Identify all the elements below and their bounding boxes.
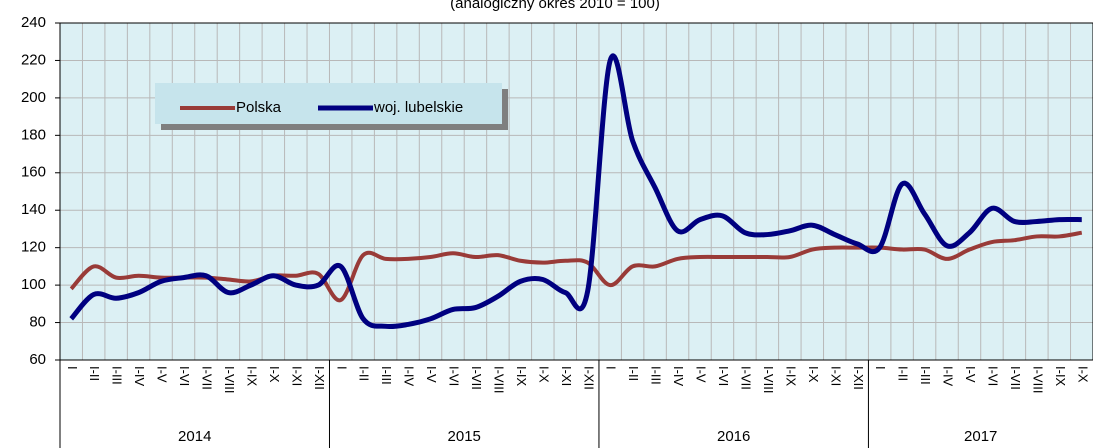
year-label: 2017 bbox=[964, 428, 997, 445]
x-tick-label: I-VII bbox=[200, 366, 215, 390]
x-tick-label: I-IX bbox=[244, 366, 259, 387]
y-tick-label: 80 bbox=[29, 314, 46, 331]
x-tick-label: I-XI bbox=[828, 366, 843, 386]
x-tick-label: I-IV bbox=[402, 366, 417, 387]
plot-border bbox=[59, 22, 1093, 361]
x-tick-label: I-VI bbox=[716, 366, 731, 386]
x-tick-label: I-VIII bbox=[761, 366, 776, 393]
x-tick-label: I-VIII bbox=[1030, 366, 1045, 393]
x-tick-label: I-X bbox=[806, 366, 821, 383]
x-tick-label: I-VIII bbox=[222, 366, 237, 393]
x-tick-label: I-XI bbox=[559, 366, 574, 386]
x-tick-label: I-XII bbox=[312, 366, 327, 390]
y-tick-label: 60 bbox=[29, 351, 46, 368]
x-tick-label: I-III bbox=[649, 366, 664, 385]
x-tick-label: I-IX bbox=[783, 366, 798, 387]
y-tick-label: 140 bbox=[21, 201, 46, 218]
x-tick-label: I-VI bbox=[447, 366, 462, 386]
y-tick-label: 100 bbox=[21, 276, 46, 293]
x-tick-label: I bbox=[334, 366, 349, 370]
x-tick-label: I-XII bbox=[851, 366, 866, 390]
x-tick-label: I bbox=[65, 366, 80, 370]
series-line bbox=[69, 230, 1083, 303]
x-tick-label: I-IX bbox=[514, 366, 529, 387]
chart-subtitle: (analogiczny okres 2010 = 100) bbox=[450, 0, 660, 12]
y-tick-label: 160 bbox=[21, 164, 46, 181]
year-label: 2016 bbox=[717, 428, 750, 445]
year-label: 2014 bbox=[178, 428, 211, 445]
x-tick-label: I-II bbox=[896, 366, 911, 381]
x-tick-label: I-X bbox=[536, 366, 551, 383]
x-tick-label: I-II bbox=[626, 366, 641, 381]
x-tick-label: I-IV bbox=[671, 366, 686, 387]
x-tick-label: I-X bbox=[267, 366, 282, 383]
y-tick-label: 120 bbox=[21, 239, 46, 256]
legend bbox=[155, 83, 502, 124]
x-tick-label: I-VII bbox=[738, 366, 753, 390]
x-tick-label: I bbox=[604, 366, 619, 370]
x-tick-label: I-V bbox=[424, 366, 439, 383]
x-tick-label: I-V bbox=[963, 366, 978, 383]
x-tick-label: I-III bbox=[379, 366, 394, 385]
x-tick-label: I-VIII bbox=[491, 366, 506, 393]
legend-label: woj. lubelskie bbox=[373, 99, 463, 116]
y-tick-label: 220 bbox=[21, 51, 46, 68]
x-tick-label: I-III bbox=[918, 366, 933, 385]
x-tick-label: I-V bbox=[155, 366, 170, 383]
x-tick-label: I-V bbox=[694, 366, 709, 383]
x-tick-label: I bbox=[873, 366, 888, 370]
x-tick-label: I-II bbox=[87, 366, 102, 381]
x-tick-label: I-X bbox=[1075, 366, 1090, 383]
legend-label: Polska bbox=[236, 99, 282, 116]
x-tick-label: I-IV bbox=[132, 366, 147, 387]
year-label: 2015 bbox=[448, 428, 481, 445]
x-tick-label: I-VII bbox=[469, 366, 484, 390]
x-tick-label: I-XI bbox=[289, 366, 304, 386]
series-line bbox=[69, 53, 1082, 330]
x-tick-label: I-IV bbox=[941, 366, 956, 387]
x-tick-label: I-XII bbox=[581, 366, 596, 390]
x-tick-label: I-IX bbox=[1053, 366, 1068, 387]
y-tick-label: 180 bbox=[21, 126, 46, 143]
x-tick-label: I-III bbox=[110, 366, 125, 385]
x-tick-label: I-VI bbox=[986, 366, 1001, 386]
y-tick-label: 240 bbox=[21, 14, 46, 31]
x-tick-label: I-II bbox=[357, 366, 372, 381]
x-tick-label: I-VII bbox=[1008, 366, 1023, 390]
x-tick-label: I-VI bbox=[177, 366, 192, 386]
y-tick-label: 200 bbox=[21, 89, 46, 106]
